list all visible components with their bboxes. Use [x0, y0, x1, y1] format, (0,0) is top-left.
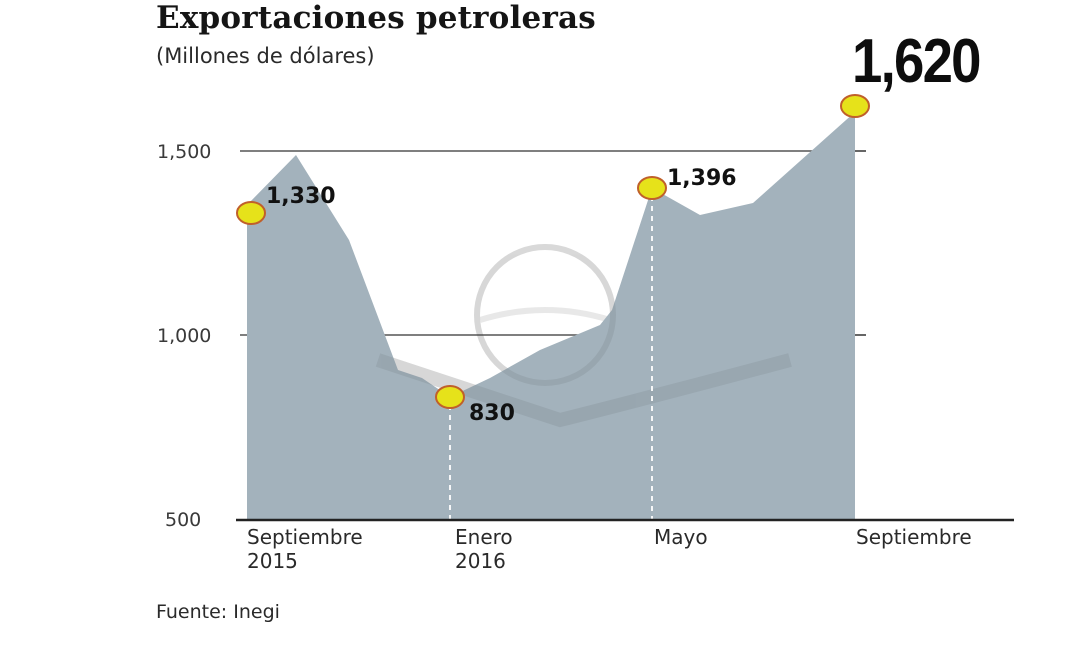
- exports-area: [247, 112, 855, 519]
- label-830: 830: [469, 401, 515, 426]
- label-1620: 1,620: [852, 27, 981, 96]
- source-note: Fuente: Inegi: [156, 601, 280, 623]
- marker-sep-2015: [236, 201, 266, 225]
- x-tick-sep-2016: Septiembre: [856, 525, 972, 549]
- label-1330: 1,330: [266, 184, 336, 209]
- y-tick-500: 500: [165, 509, 201, 531]
- marker-mayo-2016: [637, 176, 667, 200]
- x-tick-ene-2016: Enero 2016: [455, 525, 513, 573]
- y-tick-1000: 1,000: [157, 325, 211, 347]
- chart-subtitle: (Millones de dólares): [156, 44, 375, 68]
- watermark-overlay: [375, 244, 792, 428]
- chart-title: Exportaciones petroleras: [156, 0, 596, 36]
- y-tick-1500: 1,500: [157, 141, 211, 163]
- x-tick-sep-2015: Septiembre 2015: [247, 525, 363, 573]
- x-tick-mayo: Mayo: [654, 525, 708, 549]
- label-1396: 1,396: [667, 166, 737, 191]
- marker-sep-2016: [840, 94, 870, 118]
- marker-ene-2016: [435, 385, 465, 409]
